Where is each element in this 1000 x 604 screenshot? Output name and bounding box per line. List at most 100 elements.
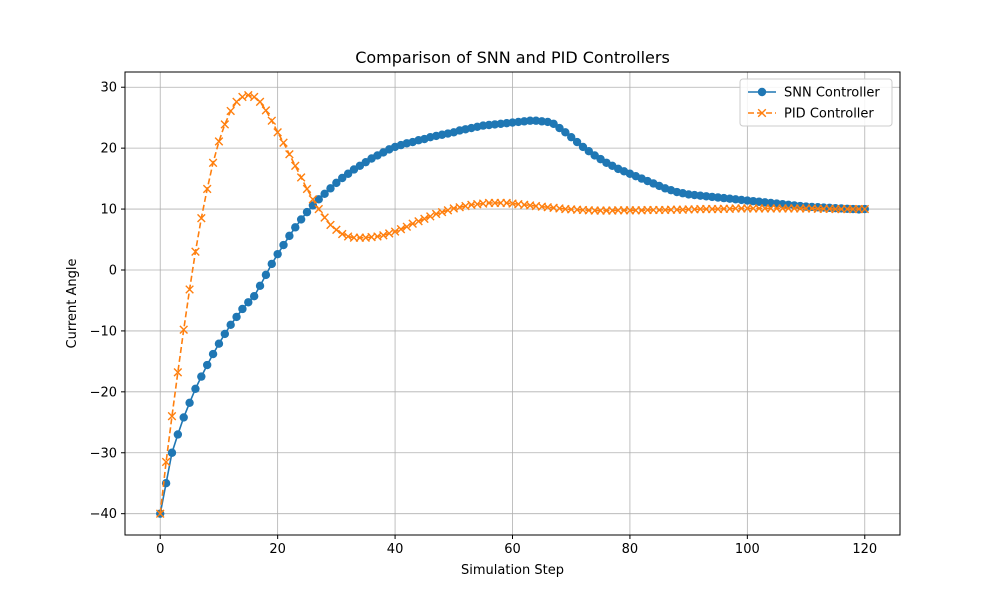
data-point	[261, 270, 271, 280]
marker-stroke	[426, 212, 435, 221]
marker-stroke	[660, 205, 670, 215]
marker-stroke	[320, 213, 329, 222]
data-point	[320, 189, 329, 199]
data-point	[226, 320, 235, 330]
data-point	[396, 224, 406, 234]
data-point	[549, 119, 558, 128]
data-point	[255, 281, 265, 291]
data-point	[161, 457, 171, 467]
data-point	[390, 227, 400, 236]
marker-stroke	[302, 184, 312, 194]
data-point	[220, 120, 230, 129]
data-point	[279, 138, 288, 147]
marker-stroke	[725, 204, 735, 214]
data-point	[255, 97, 265, 107]
marker-stroke	[238, 92, 247, 102]
ticks: 0 20 40 60 80 100 120 −40 −30 −20 −10 0 10 20 30	[90, 81, 878, 557]
data-point	[338, 173, 347, 183]
data-point	[273, 249, 282, 259]
data-point	[320, 213, 329, 222]
data-point	[437, 207, 447, 217]
data-point	[314, 195, 323, 204]
data-point	[244, 298, 253, 307]
data-point	[226, 106, 235, 116]
marker-stroke	[637, 205, 646, 215]
data-point	[314, 204, 324, 214]
data-point	[326, 184, 335, 193]
marker-stroke	[308, 195, 318, 204]
data-point	[414, 216, 423, 226]
x-tick-label: 20	[269, 542, 286, 557]
marker-stroke	[197, 213, 206, 223]
marker-stroke	[296, 173, 306, 182]
x-tick-label: 100	[735, 542, 760, 557]
data-point	[197, 213, 206, 223]
marker-stroke	[290, 161, 300, 171]
legend-items: SNN Controller PID Controller	[748, 86, 880, 122]
y-tick-label: 30	[100, 81, 117, 96]
x-tick-label: 80	[622, 542, 639, 557]
legend-label: SNN Controller	[784, 86, 880, 101]
marker-stroke	[232, 97, 241, 107]
chart-title: Comparison of SNN and PID Controllers	[355, 48, 670, 67]
marker-stroke	[173, 368, 183, 377]
data-point	[185, 398, 194, 408]
data-point	[220, 329, 230, 339]
marker-stroke	[155, 509, 165, 518]
data-point	[291, 223, 300, 232]
legend: SNN Controller PID Controller	[739, 78, 893, 127]
marker-stroke	[373, 232, 382, 241]
y-tick-label: 10	[100, 203, 117, 218]
data-point	[191, 247, 200, 257]
marker-stroke	[273, 128, 282, 137]
marker-stroke	[431, 209, 441, 219]
data-point	[420, 214, 429, 224]
legend-label: PID Controller	[784, 107, 874, 122]
data-point	[337, 229, 347, 239]
marker-stroke	[384, 229, 394, 238]
data-point	[332, 178, 341, 188]
data-point	[244, 90, 253, 100]
data-point	[273, 128, 282, 137]
marker-stroke	[208, 158, 218, 168]
marker-stroke	[367, 232, 376, 242]
data-point	[572, 137, 582, 147]
x-tick-label: 40	[387, 542, 404, 557]
marker-stroke	[478, 199, 488, 208]
data-point	[249, 291, 259, 301]
legend-marker	[757, 87, 767, 97]
marker-stroke	[449, 204, 459, 213]
data-point	[208, 349, 218, 359]
data-point	[343, 169, 353, 178]
data-point	[443, 205, 453, 215]
marker-stroke	[214, 137, 224, 146]
marker-stroke	[757, 108, 767, 118]
marker-stroke	[161, 457, 171, 467]
marker-stroke	[461, 201, 470, 211]
marker-stroke	[379, 230, 388, 240]
marker-stroke	[202, 184, 212, 194]
marker-stroke	[267, 116, 277, 126]
marker-stroke	[690, 205, 699, 214]
data-point	[214, 137, 224, 146]
marker-stroke	[279, 138, 288, 147]
data-point	[179, 325, 189, 334]
data-point	[155, 509, 165, 518]
marker-stroke	[443, 205, 453, 215]
y-tick-label: −30	[90, 446, 117, 461]
y-tick-label: −40	[90, 507, 117, 522]
data-point	[860, 204, 870, 214]
data-point	[167, 411, 177, 421]
legend-box	[739, 78, 893, 127]
marker-stroke	[467, 200, 476, 210]
x-tick-label: 60	[504, 542, 521, 557]
data-point	[185, 285, 194, 294]
data-point	[191, 384, 200, 393]
data-point	[173, 368, 183, 377]
y-axis-label: Current Angle	[65, 259, 80, 349]
data-point	[232, 312, 241, 322]
data-point	[302, 184, 312, 194]
data-point	[567, 132, 576, 142]
y-tick-label: 0	[109, 263, 117, 278]
data-point	[238, 304, 247, 314]
